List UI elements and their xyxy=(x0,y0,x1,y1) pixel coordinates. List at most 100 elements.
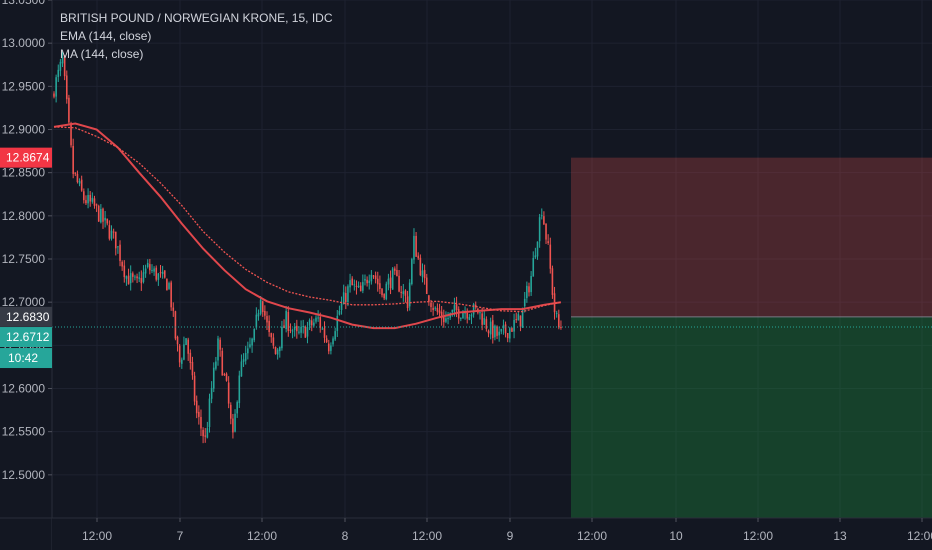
candle-body xyxy=(217,338,219,361)
ema-legend[interactable]: EMA (144, close) xyxy=(60,29,152,43)
candle-body xyxy=(212,367,215,389)
time-axis-label: 7 xyxy=(177,529,184,543)
candle-body xyxy=(285,310,287,330)
price-axis-label: 12.5000 xyxy=(2,468,46,482)
time-axis-label: 9 xyxy=(507,529,514,543)
candle-body xyxy=(415,235,417,257)
time-axis-label: 12:00 xyxy=(743,529,773,543)
stop-loss-zone[interactable] xyxy=(571,157,932,317)
candle-body xyxy=(406,296,409,309)
candle-body xyxy=(227,382,230,404)
candle-body xyxy=(521,307,524,328)
candle-body xyxy=(202,429,204,437)
candle-body xyxy=(325,338,328,343)
price-axis-label: 12.7500 xyxy=(2,252,46,266)
candle-body xyxy=(515,319,518,321)
candle-body xyxy=(287,312,290,331)
candle-body xyxy=(334,331,336,340)
candle-body xyxy=(400,291,402,293)
candle-body xyxy=(438,310,441,314)
candle-body xyxy=(319,317,322,328)
candle-body xyxy=(296,325,298,332)
price-label-stop[interactable]: 12.8674 xyxy=(6,151,50,165)
candle-body xyxy=(249,344,251,347)
symbol-title[interactable]: BRITISH POUND / NORWEGIAN KRONE, 15, IDC xyxy=(60,11,333,25)
candle-body xyxy=(87,195,89,204)
candle-body xyxy=(498,331,500,336)
candle-body xyxy=(134,276,136,278)
candle-body xyxy=(123,265,126,278)
short-position-tool[interactable] xyxy=(571,157,932,518)
candle-body xyxy=(85,200,87,204)
candle-body xyxy=(106,218,109,224)
candle-body xyxy=(451,309,454,313)
candle-body xyxy=(283,325,285,329)
candle-body xyxy=(342,292,345,305)
candle-body xyxy=(219,339,221,350)
time-axis-label: 12:00 xyxy=(247,529,277,543)
candle-body xyxy=(78,181,81,184)
candle-body xyxy=(70,122,72,146)
candle-body xyxy=(432,307,434,311)
candle-body xyxy=(460,317,462,319)
candle-body xyxy=(185,338,187,346)
candle-body xyxy=(114,231,117,249)
candle-body xyxy=(560,327,562,329)
candle-body xyxy=(136,276,138,279)
candle-body xyxy=(183,344,185,360)
price-label-entry[interactable]: 12.6830 xyxy=(6,310,50,324)
candle-body xyxy=(110,230,113,239)
price-axis[interactable]: 13.0500 13.0000 12.9500 12.9000 12.8500 12.80… xyxy=(0,0,53,550)
candle-body xyxy=(396,270,398,277)
candle-body xyxy=(281,326,283,349)
candle-body xyxy=(398,275,400,292)
candle-body xyxy=(291,330,294,332)
candle-body xyxy=(270,333,273,338)
candle-body xyxy=(336,315,339,331)
candle-body xyxy=(138,277,140,279)
candle-body xyxy=(53,93,55,97)
take-profit-zone[interactable] xyxy=(571,316,932,518)
candle-body xyxy=(417,255,420,259)
time-axis-label: 12:00 xyxy=(907,529,932,543)
time-axis-label: 8 xyxy=(342,529,349,543)
candle-body xyxy=(259,299,262,314)
candle-body xyxy=(555,312,558,314)
candle-body xyxy=(166,278,168,291)
time-axis-label: 12:00 xyxy=(82,529,112,543)
price-axis-label: 12.6000 xyxy=(2,382,46,396)
candle-body xyxy=(485,319,488,330)
price-label-countdown[interactable]: 10:42 xyxy=(8,351,38,365)
candle-body xyxy=(545,223,547,240)
candle-body xyxy=(65,75,68,100)
candle-body xyxy=(276,349,279,355)
candle-body xyxy=(457,309,460,319)
candle-body xyxy=(95,204,98,206)
candle-body xyxy=(157,273,160,280)
ma-legend[interactable]: MA (144, close) xyxy=(60,47,144,61)
candle-body xyxy=(125,276,128,279)
price-label-last[interactable]: 12.6712 xyxy=(6,330,50,344)
candle-body xyxy=(76,173,79,182)
candle-body xyxy=(97,205,100,222)
time-axis-background xyxy=(52,518,932,550)
candle-body xyxy=(330,345,332,351)
candle-body xyxy=(178,345,181,363)
candle-body xyxy=(108,225,111,239)
candle-body xyxy=(345,293,347,303)
candle-body xyxy=(338,310,341,315)
candle-body xyxy=(517,314,520,321)
candle-body xyxy=(195,400,198,414)
candle-body xyxy=(240,361,243,377)
time-axis[interactable]: 12:00 7 12:00 8 12:00 9 12:00 10 12:00 13 12:00 xyxy=(0,517,932,550)
time-axis-label: 12:00 xyxy=(577,529,607,543)
candle-body xyxy=(155,267,158,280)
candle-body xyxy=(121,261,123,267)
candle-body xyxy=(225,373,228,381)
candle-body xyxy=(506,333,509,339)
candle-body xyxy=(127,275,130,285)
candle-body xyxy=(206,428,209,438)
candle-body xyxy=(381,288,383,296)
candle-body xyxy=(470,314,473,317)
